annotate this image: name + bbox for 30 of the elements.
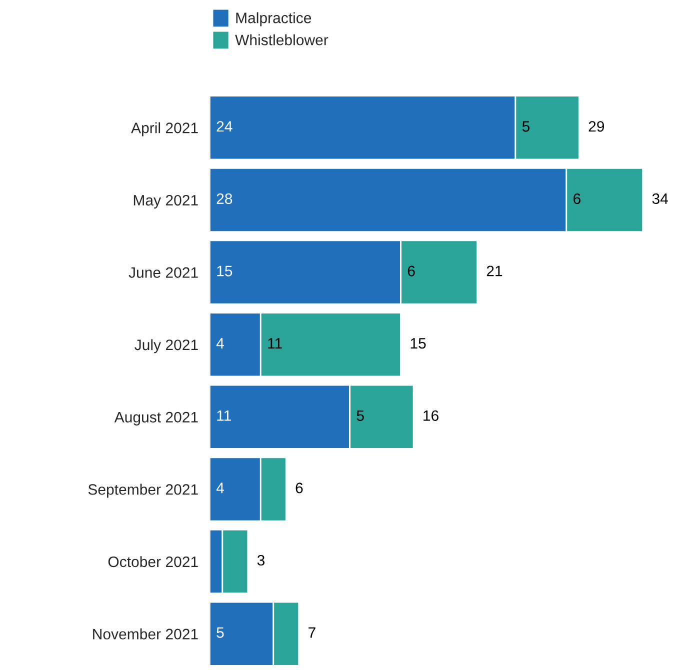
data-label: 4 xyxy=(216,482,224,494)
total-label: 21 xyxy=(486,266,502,276)
legend-label: Malpractice xyxy=(236,12,312,26)
data-label: 28 xyxy=(216,193,232,204)
y-tick-label: August 2021 xyxy=(114,412,198,426)
y-tick-label: July 2021 xyxy=(134,339,198,354)
legend-label: Whistleblower xyxy=(235,34,328,46)
y-tick-label: April 2021 xyxy=(131,122,198,136)
data-label: 15 xyxy=(217,266,232,276)
total-label: 6 xyxy=(296,482,303,494)
data-label: 5 xyxy=(522,121,530,132)
data-label: 11 xyxy=(217,410,231,421)
data-label: 24 xyxy=(216,121,232,132)
total-label: 3 xyxy=(257,554,264,566)
data-label: 11 xyxy=(268,338,282,348)
y-tick-label: September 2021 xyxy=(88,484,198,498)
y-tick-label: October 2021 xyxy=(108,556,198,568)
y-tick-label: May 2021 xyxy=(134,194,198,209)
data-label: 6 xyxy=(408,266,415,276)
data-label: 5 xyxy=(356,410,364,421)
data-label: 5 xyxy=(216,627,224,638)
total-label: 16 xyxy=(424,410,438,421)
data-label: 6 xyxy=(574,193,580,204)
y-tick-label: November 2021 xyxy=(93,628,198,640)
y-tick-label: June 2021 xyxy=(128,267,198,278)
total-label: 29 xyxy=(588,121,604,132)
total-label: 15 xyxy=(410,338,426,349)
data-label: 4 xyxy=(216,338,224,348)
total-label: 34 xyxy=(652,193,668,204)
total-label: 7 xyxy=(308,627,316,638)
